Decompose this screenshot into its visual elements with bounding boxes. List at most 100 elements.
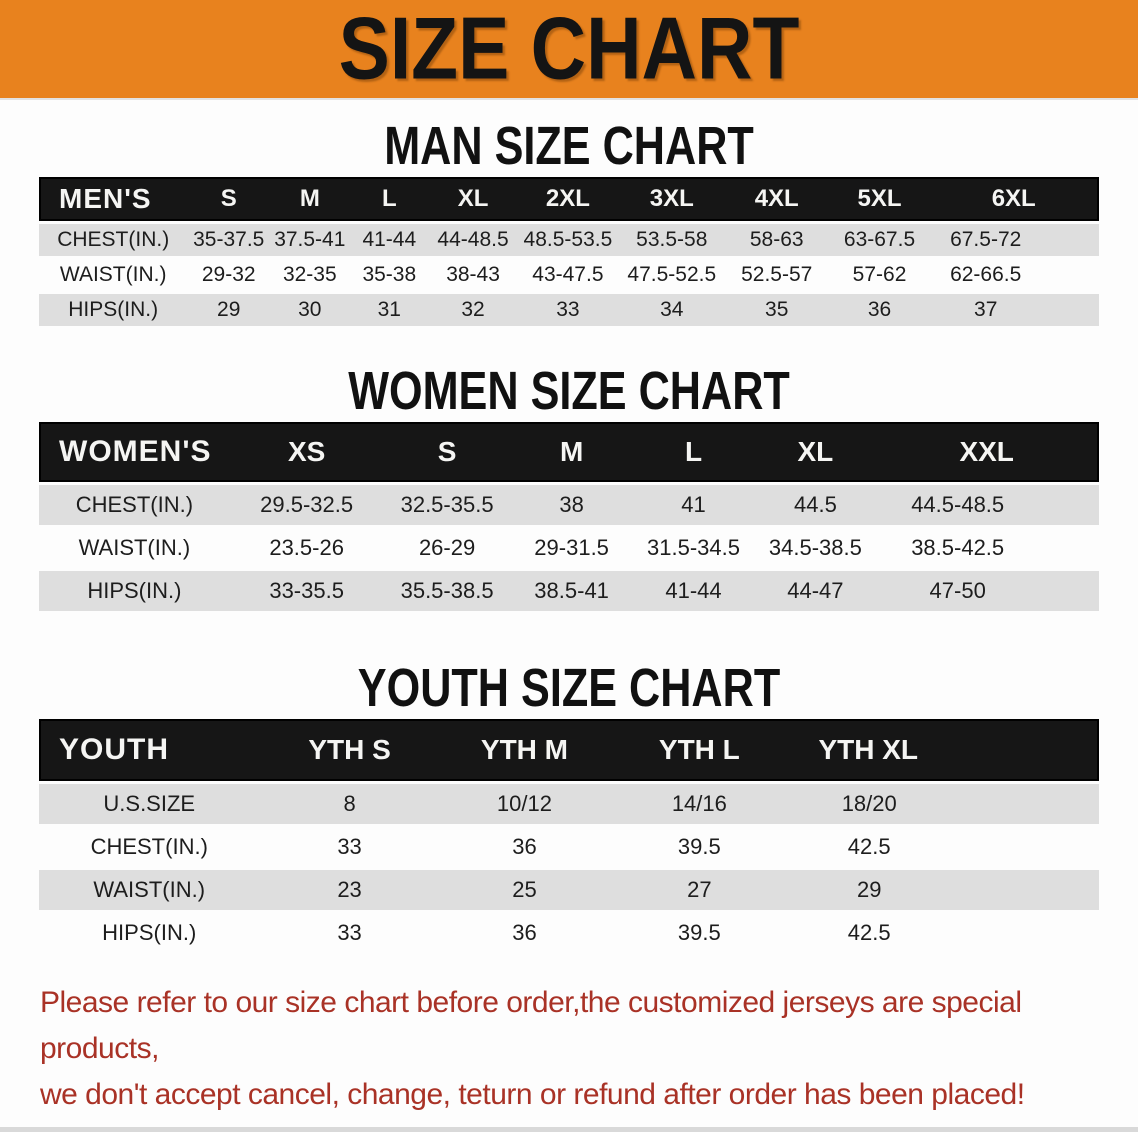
page-title: SIZE CHART [338, 0, 800, 98]
size-value-cell: 44.5 [754, 485, 877, 525]
men-hips-row: HIPS(IN.) 29 30 31 32 33 34 35 36 37 [39, 294, 1099, 326]
size-value-cell: 38-43 [429, 259, 518, 291]
row-label-hips: HIPS(IN.) [39, 571, 230, 611]
men-col-header-4xl: 4XL [724, 177, 829, 221]
size-value-cell: 41-44 [349, 224, 430, 256]
page-bottom-edge [0, 1127, 1138, 1132]
women-section: WOMEN SIZE CHART WOMEN'S XS S M L XL XXL… [0, 363, 1138, 614]
youth-col-header-m: YTH M [439, 719, 610, 781]
size-value-cell: 29.5-32.5 [229, 485, 384, 525]
disclaimer-line-2: we don't accept cancel, change, teturn o… [40, 1078, 1025, 1111]
size-value-cell: 37.5-41 [270, 224, 350, 256]
size-value-cell: 57-62 [828, 259, 931, 291]
size-value-cell: 29 [187, 294, 271, 326]
women-table-title-cell: WOMEN'S [39, 422, 230, 482]
youth-size-table: YOUTH YTH S YTH M YTH L YTH XL U.S.SIZE … [39, 716, 1099, 956]
women-col-header-xl: XL [754, 422, 877, 482]
women-col-header-s: S [383, 422, 511, 482]
size-value-cell: 44-47 [754, 571, 877, 611]
size-value-cell: 38.5-41 [510, 571, 633, 611]
row-label-waist: WAIST(IN.) [39, 528, 230, 568]
women-hips-row: HIPS(IN.) 33-35.5 35.5-38.5 38.5-41 41-4… [39, 571, 1099, 611]
youth-col-header-xl: YTH XL [789, 719, 1099, 781]
youth-hips-row: HIPS(IN.) 33 36 39.5 42.5 [39, 913, 1099, 953]
row-label-hips: HIPS(IN.) [39, 294, 188, 326]
size-value-cell: 58-63 [724, 224, 829, 256]
men-header-row: MEN'S S M L XL 2XL 3XL 4XL 5XL 6XL [39, 177, 1099, 221]
size-value-cell: 39.5 [609, 827, 790, 867]
men-section-heading: MAN SIZE CHART [384, 116, 754, 176]
size-value-cell: 47.5-52.5 [618, 259, 725, 291]
size-value-cell: 10/12 [439, 784, 610, 824]
size-value-cell: 29-32 [187, 259, 271, 291]
row-label-chest: CHEST(IN.) [39, 827, 260, 867]
size-value-cell: 42.5 [789, 913, 1099, 953]
row-label-chest: CHEST(IN.) [39, 224, 188, 256]
men-size-table: MEN'S S M L XL 2XL 3XL 4XL 5XL 6XL CHEST… [39, 174, 1099, 329]
size-value-cell: 23 [259, 870, 440, 910]
row-label-hips: HIPS(IN.) [39, 913, 260, 953]
size-value-cell: 33 [517, 294, 619, 326]
women-col-header-l: L [632, 422, 755, 482]
men-col-header-5xl: 5XL [828, 177, 931, 221]
youth-header-row: YOUTH YTH S YTH M YTH L YTH XL [39, 719, 1099, 781]
men-chest-row: CHEST(IN.) 35-37.5 37.5-41 41-44 44-48.5… [39, 224, 1099, 256]
women-col-header-xxl: XXL [876, 422, 1099, 482]
size-value-cell: 18/20 [789, 784, 1099, 824]
row-label-us-size: U.S.SIZE [39, 784, 260, 824]
men-section: MAN SIZE CHART MEN'S S M L XL 2XL 3XL 4X… [0, 118, 1138, 329]
size-value-cell: 31 [349, 294, 430, 326]
women-header-row: WOMEN'S XS S M L XL XXL [39, 422, 1099, 482]
youth-waist-row: WAIST(IN.) 23 25 27 29 [39, 870, 1099, 910]
size-value-cell: 41-44 [632, 571, 755, 611]
size-value-cell: 33-35.5 [229, 571, 384, 611]
size-value-cell: 27 [609, 870, 790, 910]
size-value-cell: 37 [930, 294, 1099, 326]
size-value-cell: 38.5-42.5 [876, 528, 1099, 568]
men-col-header-6xl: 6XL [930, 177, 1099, 221]
men-col-header-3xl: 3XL [618, 177, 725, 221]
men-table-title-cell: MEN'S [39, 177, 188, 221]
row-label-waist: WAIST(IN.) [39, 870, 260, 910]
size-value-cell: 34 [618, 294, 725, 326]
disclaimer-line-1: Please refer to our size chart before or… [40, 986, 1022, 1065]
women-chest-row: CHEST(IN.) 29.5-32.5 32.5-35.5 38 41 44.… [39, 485, 1099, 525]
youth-section: YOUTH SIZE CHART YOUTH YTH S YTH M YTH L… [0, 660, 1138, 956]
women-section-heading: WOMEN SIZE CHART [348, 361, 790, 421]
size-value-cell: 35-37.5 [187, 224, 271, 256]
banner: SIZE CHART [0, 0, 1138, 100]
size-value-cell: 8 [259, 784, 440, 824]
size-value-cell: 35 [724, 294, 829, 326]
size-value-cell: 36 [439, 827, 610, 867]
size-value-cell: 67.5-72 [930, 224, 1099, 256]
women-col-header-m: M [510, 422, 633, 482]
size-value-cell: 43-47.5 [517, 259, 619, 291]
size-value-cell: 42.5 [789, 827, 1099, 867]
size-value-cell: 29-31.5 [510, 528, 633, 568]
men-col-header-2xl: 2XL [517, 177, 619, 221]
row-label-waist: WAIST(IN.) [39, 259, 188, 291]
size-value-cell: 33 [259, 827, 440, 867]
youth-col-header-s: YTH S [259, 719, 440, 781]
men-waist-row: WAIST(IN.) 29-32 32-35 35-38 38-43 43-47… [39, 259, 1099, 291]
size-value-cell: 62-66.5 [930, 259, 1099, 291]
size-value-cell: 36 [828, 294, 931, 326]
size-value-cell: 53.5-58 [618, 224, 725, 256]
youth-chest-row: CHEST(IN.) 33 36 39.5 42.5 [39, 827, 1099, 867]
size-value-cell: 44-48.5 [429, 224, 518, 256]
size-value-cell: 41 [632, 485, 755, 525]
size-value-cell: 29 [789, 870, 1099, 910]
size-value-cell: 34.5-38.5 [754, 528, 877, 568]
women-waist-row: WAIST(IN.) 23.5-26 26-29 29-31.5 31.5-34… [39, 528, 1099, 568]
size-value-cell: 33 [259, 913, 440, 953]
men-col-header-s: S [187, 177, 271, 221]
women-size-table: WOMEN'S XS S M L XL XXL CHEST(IN.) 29.5-… [39, 419, 1099, 614]
size-value-cell: 25 [439, 870, 610, 910]
disclaimer: Please refer to our size chart before or… [0, 980, 1138, 1118]
size-value-cell: 30 [270, 294, 350, 326]
size-value-cell: 63-67.5 [828, 224, 931, 256]
men-col-header-xl: XL [429, 177, 518, 221]
size-value-cell: 32.5-35.5 [383, 485, 511, 525]
size-value-cell: 35-38 [349, 259, 430, 291]
size-value-cell: 23.5-26 [229, 528, 384, 568]
